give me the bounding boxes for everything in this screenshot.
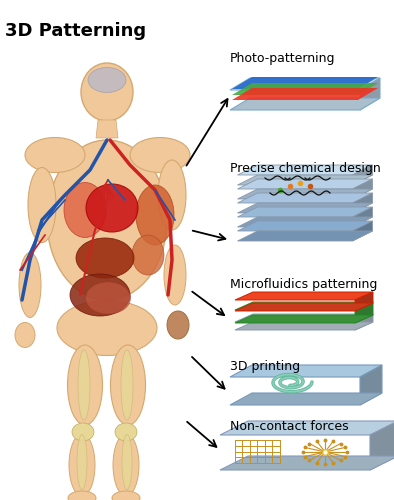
Ellipse shape (81, 63, 133, 121)
Polygon shape (370, 421, 394, 470)
Polygon shape (232, 77, 378, 89)
Polygon shape (230, 78, 380, 90)
Polygon shape (353, 207, 372, 227)
Polygon shape (238, 217, 372, 227)
Polygon shape (232, 83, 378, 95)
Ellipse shape (78, 350, 90, 420)
Polygon shape (238, 165, 372, 175)
Text: Non-contact forces: Non-contact forces (230, 420, 349, 433)
Ellipse shape (112, 491, 140, 500)
Polygon shape (96, 120, 118, 138)
Ellipse shape (167, 311, 189, 339)
Ellipse shape (68, 491, 96, 500)
Ellipse shape (64, 182, 106, 238)
Polygon shape (230, 393, 382, 405)
Ellipse shape (110, 345, 145, 425)
Polygon shape (355, 292, 373, 311)
Ellipse shape (136, 185, 174, 245)
Polygon shape (355, 302, 373, 323)
Polygon shape (238, 203, 372, 213)
Polygon shape (238, 175, 372, 185)
Polygon shape (360, 365, 382, 405)
Ellipse shape (132, 235, 164, 275)
Polygon shape (220, 456, 394, 470)
Ellipse shape (70, 274, 130, 316)
Polygon shape (220, 421, 394, 435)
Polygon shape (238, 221, 372, 231)
Polygon shape (230, 98, 380, 110)
Polygon shape (238, 207, 372, 217)
Ellipse shape (158, 160, 186, 230)
Ellipse shape (69, 434, 95, 496)
Ellipse shape (164, 245, 186, 305)
Ellipse shape (25, 138, 85, 172)
Ellipse shape (57, 300, 157, 356)
Text: 3D printing: 3D printing (230, 360, 300, 373)
Ellipse shape (88, 68, 126, 92)
Ellipse shape (113, 434, 139, 496)
Polygon shape (235, 302, 373, 310)
Ellipse shape (122, 434, 132, 490)
Ellipse shape (115, 423, 137, 441)
Polygon shape (235, 303, 373, 311)
Ellipse shape (28, 168, 56, 242)
Polygon shape (360, 78, 380, 110)
Ellipse shape (76, 238, 134, 278)
Polygon shape (353, 193, 372, 213)
Ellipse shape (77, 434, 87, 490)
Polygon shape (235, 292, 373, 300)
Polygon shape (235, 322, 373, 330)
Polygon shape (238, 231, 372, 241)
Polygon shape (353, 221, 372, 241)
Polygon shape (355, 314, 373, 330)
Text: Photo-patterning: Photo-patterning (230, 52, 336, 65)
Polygon shape (230, 365, 382, 377)
Text: Microfluidics patterning: Microfluidics patterning (230, 278, 377, 291)
Polygon shape (353, 179, 372, 199)
Ellipse shape (130, 138, 190, 172)
Ellipse shape (85, 282, 130, 314)
Ellipse shape (67, 345, 102, 425)
Ellipse shape (72, 423, 94, 441)
Ellipse shape (86, 184, 138, 232)
Ellipse shape (47, 140, 167, 300)
Text: 3D Patterning: 3D Patterning (5, 22, 146, 40)
Text: Precise chemical design: Precise chemical design (230, 162, 381, 175)
Ellipse shape (15, 322, 35, 347)
Polygon shape (238, 193, 372, 203)
Polygon shape (235, 314, 373, 322)
Polygon shape (238, 189, 372, 199)
Polygon shape (232, 88, 378, 100)
Polygon shape (238, 179, 372, 189)
Polygon shape (353, 165, 372, 185)
Ellipse shape (19, 252, 41, 318)
Ellipse shape (121, 350, 133, 420)
Polygon shape (235, 315, 373, 323)
